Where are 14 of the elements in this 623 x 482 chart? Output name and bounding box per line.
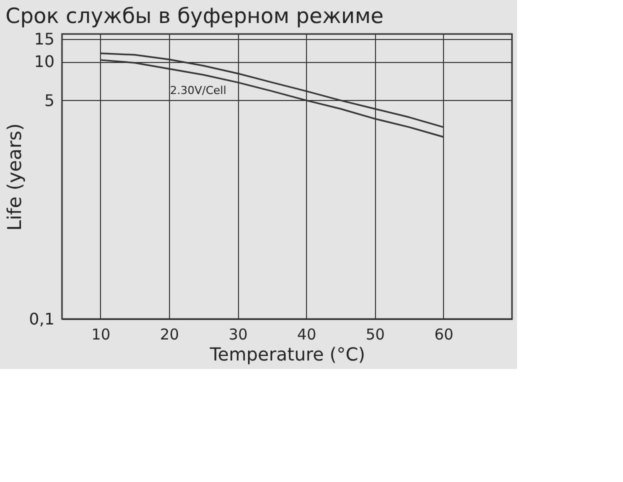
chart-title: Срок службы в буферном режиме [6,4,384,28]
y-tick-label: 15 [34,29,54,48]
x-tick-label: 40 [297,326,316,344]
x-tick-label: 50 [366,326,385,344]
x-tick-label: 60 [434,326,454,344]
y-tick-label: 5 [44,90,54,110]
y-tick-label: 10 [34,52,54,72]
x-tick-label: 30 [228,326,248,344]
x-tick-label: 10 [91,326,110,344]
x-tick-label: 20 [160,326,180,344]
annotation: 2.30V/Cell [170,84,226,97]
x-axis-title: Temperature (°C) [208,344,366,366]
y-axis-title: Life (years) [4,123,26,231]
y-tick-label: 0,1 [29,310,54,328]
